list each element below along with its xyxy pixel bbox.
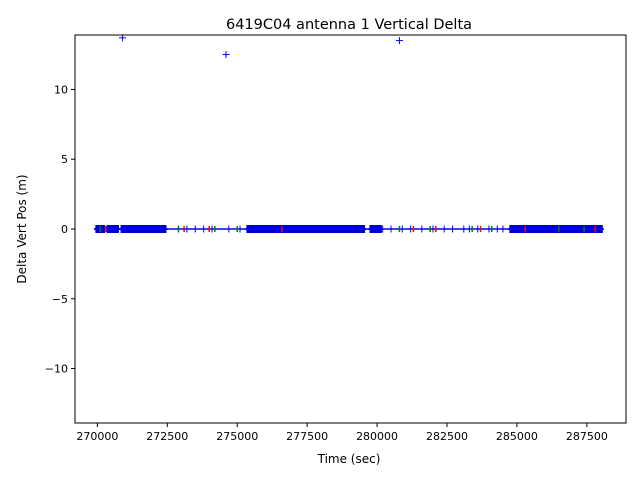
y-tick-label: 0 xyxy=(61,223,68,236)
data-point xyxy=(107,225,115,233)
data-point xyxy=(449,225,457,233)
x-tick-label: 280000 xyxy=(356,430,398,443)
data-point xyxy=(418,225,426,233)
data-point xyxy=(222,51,230,59)
plot-frame xyxy=(74,34,627,424)
data-point xyxy=(395,37,403,45)
x-tick-label: 275000 xyxy=(216,430,258,443)
chart-title: 6419C04 antenna 1 Vertical Delta xyxy=(226,17,472,33)
x-axis: 270000 272500 275000 277500 280000 282500 2850… xyxy=(76,423,608,443)
data-point xyxy=(379,225,387,233)
data-point xyxy=(121,225,129,233)
y-tick-label: −5 xyxy=(52,293,68,306)
x-tick-label: 282500 xyxy=(426,430,468,443)
x-tick-label: 277500 xyxy=(286,430,328,443)
plot-area xyxy=(93,34,604,233)
x-tick-label: 285000 xyxy=(496,430,538,443)
data-point xyxy=(387,225,395,233)
x-tick-label: 272500 xyxy=(146,430,188,443)
y-tick-label: 10 xyxy=(54,83,68,96)
data-point xyxy=(200,225,208,233)
data-point xyxy=(440,225,448,233)
y-tick-label: −10 xyxy=(45,363,68,376)
data-point xyxy=(225,225,233,233)
x-tick-label: 287500 xyxy=(566,430,608,443)
y-axis: −10 −5 0 5 10 xyxy=(45,83,75,376)
data-point xyxy=(191,225,199,233)
y-axis-label: Delta Vert Pos (m) xyxy=(15,174,29,283)
data-point xyxy=(499,225,507,233)
x-tick-label: 270000 xyxy=(76,430,118,443)
y-tick-label: 5 xyxy=(61,153,68,166)
x-axis-label: Time (sec) xyxy=(317,452,381,466)
